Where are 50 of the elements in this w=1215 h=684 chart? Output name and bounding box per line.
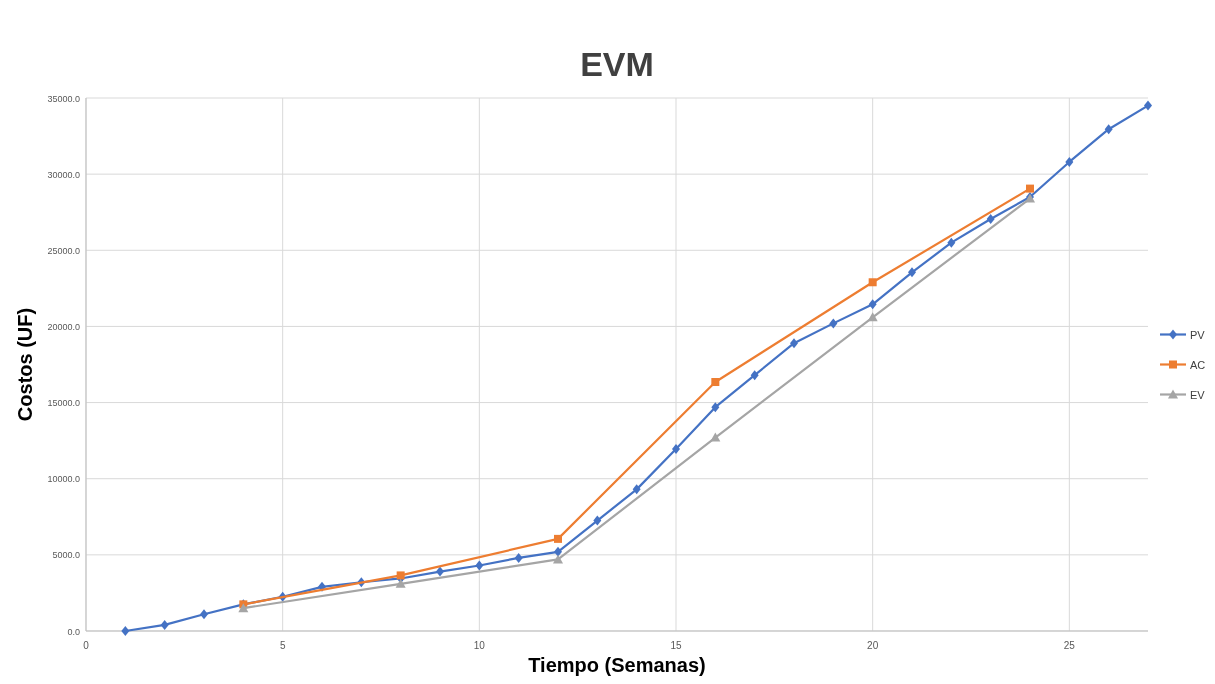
chart-title: EVM <box>580 45 654 83</box>
point <box>554 534 562 543</box>
point <box>396 571 405 580</box>
x-tick-label: 5 <box>279 640 286 651</box>
point <box>1026 184 1034 193</box>
point <box>868 299 877 310</box>
y-tick-label: 30000.0 <box>47 169 80 180</box>
point <box>593 515 602 526</box>
y-tick-label: 15000.0 <box>47 398 80 409</box>
point <box>475 560 484 571</box>
point <box>1065 156 1074 167</box>
y-tick-label: 25000.0 <box>47 245 80 256</box>
y-tick-label: 20000.0 <box>47 321 80 332</box>
x-tick-label: 15 <box>670 640 682 651</box>
y-tick-label: 10000.0 <box>47 474 80 485</box>
point <box>632 484 641 495</box>
y-tick-label: 0.0 <box>67 626 80 637</box>
y-tick-label: 35000.0 <box>47 93 80 104</box>
point <box>711 402 720 413</box>
point <box>436 566 444 577</box>
point <box>238 603 249 613</box>
x-tick-label: 25 <box>1063 640 1076 651</box>
y-axis-title: Costos (UF) <box>14 307 36 422</box>
point <box>554 546 562 557</box>
point <box>395 578 406 588</box>
legend-label: PV <box>1190 328 1206 341</box>
point <box>1144 100 1152 111</box>
point <box>868 278 877 287</box>
x-tick-label: 20 <box>867 640 879 651</box>
point <box>1104 124 1113 135</box>
point <box>867 312 878 322</box>
legend-label: EV <box>1190 388 1206 401</box>
point <box>829 318 838 329</box>
point <box>160 619 169 630</box>
point <box>908 267 916 278</box>
legend-label: AC <box>1190 358 1206 371</box>
point <box>947 237 956 248</box>
x-axis-title: Tiempo (Semanas) <box>528 654 706 676</box>
point <box>790 338 798 349</box>
point <box>200 609 208 620</box>
point <box>750 370 759 381</box>
x-tick-label: 0 <box>83 640 90 651</box>
y-tick-label: 5000.0 <box>52 550 80 561</box>
point <box>672 444 680 455</box>
point <box>121 626 130 636</box>
point <box>711 378 720 387</box>
point <box>514 552 523 563</box>
point <box>710 432 721 442</box>
point <box>986 214 995 225</box>
x-tick-label: 10 <box>473 640 486 651</box>
